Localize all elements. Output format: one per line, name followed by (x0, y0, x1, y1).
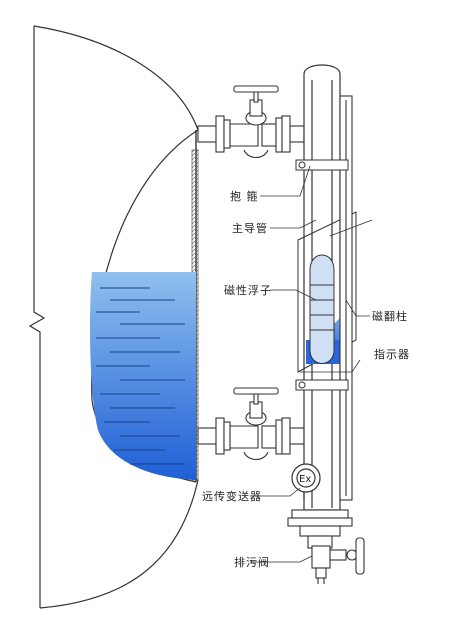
label-indicator: 指示器 (374, 347, 410, 361)
tube-cutaway (297, 211, 357, 373)
label-magnetic-float: 磁性浮子 (224, 283, 272, 297)
transmitter (291, 463, 321, 500)
ex-mark: Ex (299, 474, 311, 485)
clamps (295, 159, 349, 391)
label-main-tube: 主导管 (232, 221, 268, 235)
indicator-panel (339, 95, 353, 501)
label-flip-column: 磁翻柱 (372, 309, 408, 323)
label-clamp: 抱 箍 (230, 189, 259, 203)
upper-valve (197, 85, 305, 159)
tank-liquid (90, 272, 196, 480)
label-drain-valve: 排污阀 (234, 555, 270, 569)
tank-liquid-lines (96, 287, 185, 465)
drain-valve (311, 537, 365, 584)
label-transmitter: 远传变送器 (202, 489, 262, 503)
magnetic-float (309, 254, 335, 364)
lower-valve (197, 387, 305, 461)
leader-lines (250, 165, 373, 563)
bottom-flange (287, 509, 353, 549)
